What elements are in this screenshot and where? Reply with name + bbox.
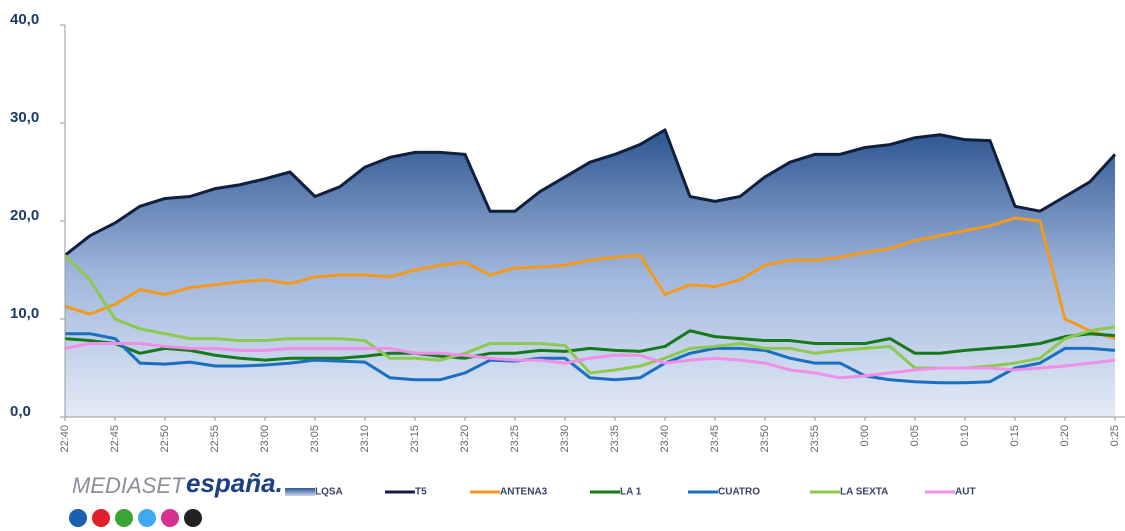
channel-icon [161,509,179,527]
series-line [64,329,1116,362]
logo-brand: MEDIASET [72,473,186,498]
x-tick-label: 23:40 [659,425,671,453]
series-line [64,342,1116,380]
legend-swatch [285,488,315,496]
series-line [64,128,1117,257]
x-tick-label: 22:50 [159,425,171,453]
channel-icon [92,509,110,527]
legend-label: T5 [415,487,427,498]
x-tick-label: 23:05 [309,425,321,453]
logo: MEDIASET españa. [69,468,283,527]
y-tick-label: 0,0 [10,403,31,420]
x-tick-label: 23:50 [759,425,771,453]
series-line [65,332,1116,385]
x-tick-label: 22:45 [109,425,121,453]
x-tick-label: 0:05 [909,425,921,446]
x-tick-label: 23:00 [259,425,271,453]
series-line [64,216,1116,341]
logo-country: españa. [186,468,283,498]
channel-icon [115,509,133,527]
legend-label: AUT [955,487,976,498]
channel-icon [138,509,156,527]
x-tick-label: 23:35 [609,425,621,453]
channel-icon [184,509,202,527]
x-tick-label: 23:25 [509,425,521,453]
y-tick-label: 20,0 [10,207,39,224]
x-tick-label: 0:25 [1109,425,1121,446]
x-tick-label: 0:10 [959,425,971,446]
legend-label: LA SEXTA [840,487,888,498]
x-tick-label: 0:15 [1009,425,1021,446]
channel-icon [69,509,87,527]
x-tick-label: 23:20 [459,425,471,453]
x-tick-label: 23:10 [359,425,371,453]
area [65,129,1115,418]
legend-label: CUATRO [718,487,760,498]
x-tick-label: 23:45 [709,425,721,453]
x-tick-label: 23:30 [559,425,571,453]
x-tick-label: 0:00 [859,425,871,446]
x-tick-label: 23:55 [809,425,821,453]
x-tick-label: 22:55 [209,425,221,453]
legend-label: ANTENA3 [500,487,548,498]
y-tick-label: 10,0 [10,305,39,322]
legend-label: LA 1 [620,487,642,498]
x-tick-label: 22:40 [59,425,71,453]
x-tick-label: 0:20 [1059,425,1071,446]
x-tick-label: 23:15 [409,425,421,453]
legend-label: LQSA [315,487,343,498]
y-tick-label: 40,0 [10,11,39,28]
y-tick-label: 30,0 [10,109,39,126]
